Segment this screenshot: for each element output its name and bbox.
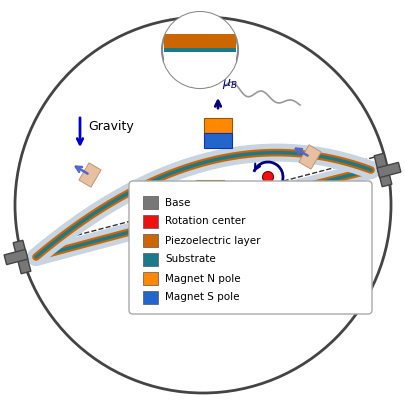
Bar (164, 52, 236, 90)
Polygon shape (13, 240, 31, 274)
Polygon shape (373, 153, 391, 187)
Polygon shape (79, 163, 101, 187)
Circle shape (262, 171, 273, 183)
Circle shape (15, 17, 390, 393)
Circle shape (162, 12, 237, 88)
Bar (143, 272, 158, 285)
Polygon shape (203, 132, 231, 147)
Polygon shape (298, 145, 320, 169)
Text: Substrate: Substrate (164, 254, 215, 264)
Text: Base: Base (164, 198, 190, 207)
Bar (143, 215, 158, 228)
Polygon shape (4, 249, 28, 264)
Bar (143, 234, 158, 247)
Polygon shape (203, 117, 231, 132)
Text: Magnet S pole: Magnet S pole (164, 292, 239, 303)
Text: Magnet N pole: Magnet N pole (164, 273, 240, 283)
Bar (143, 196, 158, 209)
Text: Gravity: Gravity (88, 120, 133, 133)
Text: $\mu_B$: $\mu_B$ (222, 77, 237, 91)
Bar (164, 34, 236, 48)
Text: Rotation center: Rotation center (164, 217, 245, 226)
Bar (164, 0, 236, 34)
Text: $\mu_A$: $\mu_A$ (168, 183, 183, 197)
Bar (143, 291, 158, 304)
Polygon shape (196, 179, 224, 194)
Bar (143, 253, 158, 266)
Polygon shape (196, 194, 224, 209)
FancyBboxPatch shape (129, 181, 371, 314)
Text: Piezoelectric layer: Piezoelectric layer (164, 235, 260, 245)
Bar (164, 48, 236, 60)
Polygon shape (376, 162, 400, 178)
